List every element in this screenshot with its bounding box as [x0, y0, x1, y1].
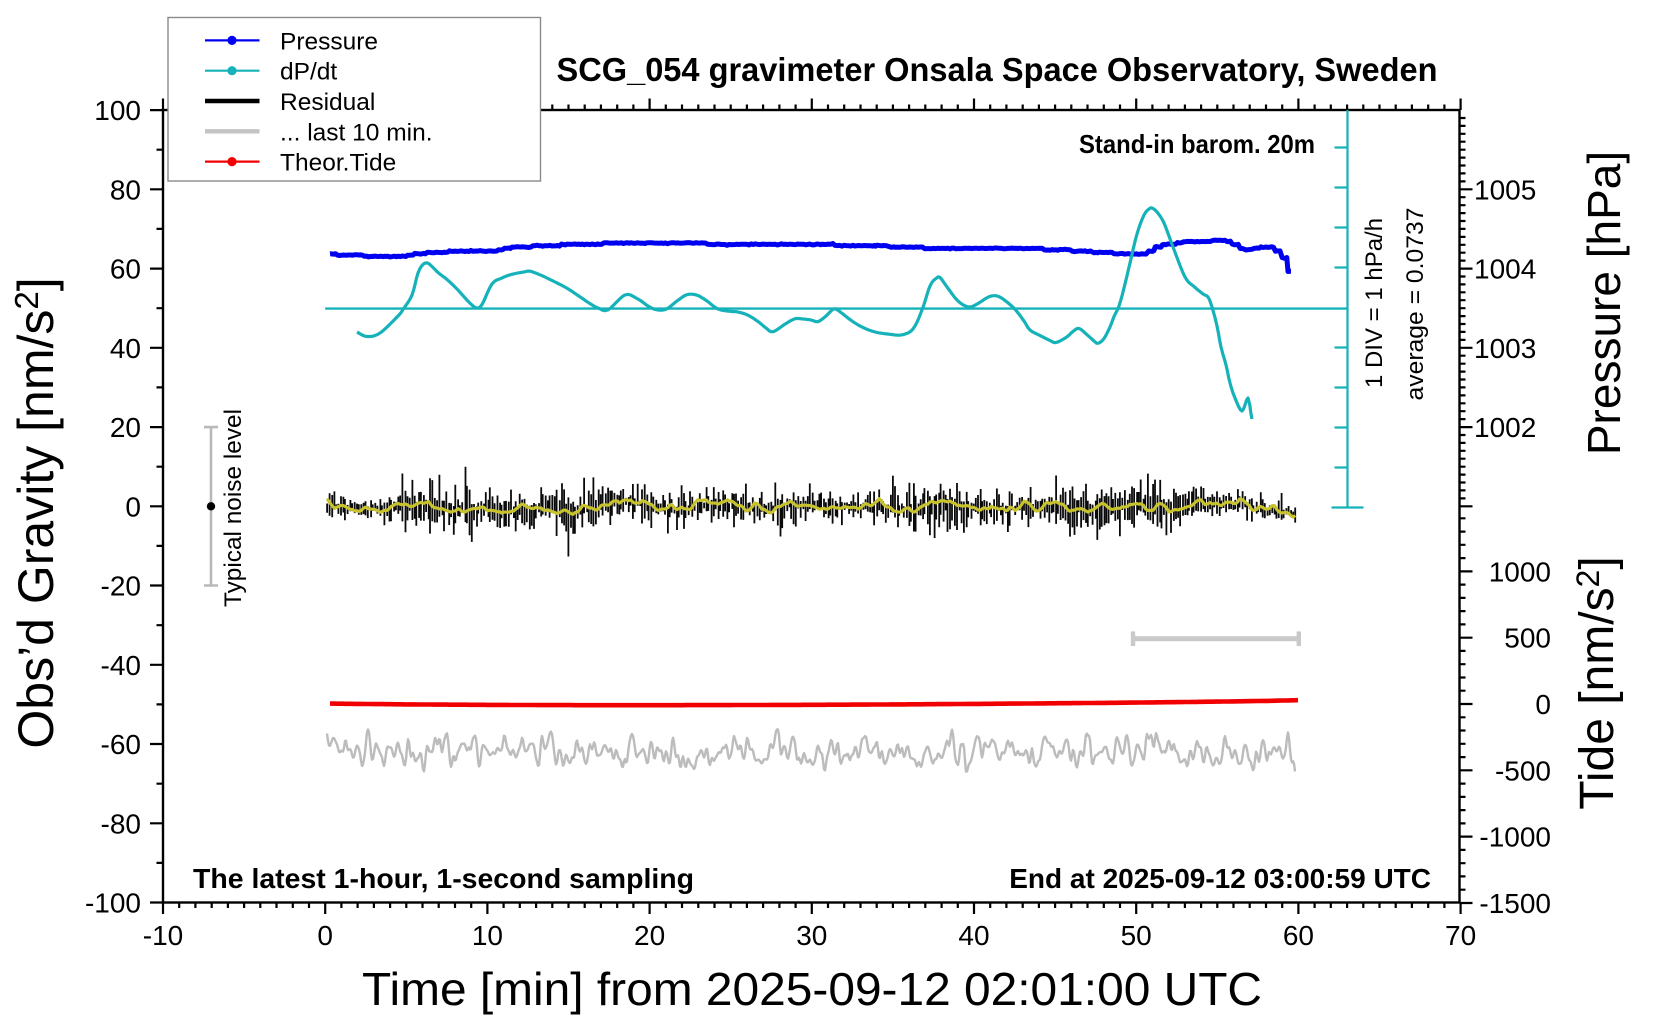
- svg-text:0: 0: [1535, 689, 1551, 720]
- svg-text:100: 100: [94, 95, 141, 126]
- svg-text:1003: 1003: [1474, 333, 1536, 364]
- svg-text:60: 60: [1283, 920, 1314, 951]
- svg-text:dP/dt: dP/dt: [280, 59, 337, 86]
- svg-text:-40: -40: [101, 650, 141, 681]
- svg-text:Residual: Residual: [280, 89, 375, 116]
- svg-text:Obs’d Gravity [nm/s2]: Obs’d Gravity [nm/s2]: [8, 277, 64, 748]
- svg-text:Theor.Tide: Theor.Tide: [280, 150, 396, 177]
- svg-text:10: 10: [472, 920, 503, 951]
- svg-text:1 DIV = 1 hPa/h: 1 DIV = 1 hPa/h: [1361, 218, 1388, 388]
- svg-text:-1500: -1500: [1479, 888, 1551, 919]
- svg-text:30: 30: [796, 920, 827, 951]
- svg-text:Pressure [hPa]: Pressure [hPa]: [1578, 151, 1630, 455]
- svg-text:70: 70: [1445, 920, 1476, 951]
- svg-text:-100: -100: [85, 888, 141, 919]
- svg-text:50: 50: [1121, 920, 1152, 951]
- svg-text:SCG_054 gravimeter Onsala Spac: SCG_054 gravimeter Onsala Space Observat…: [557, 51, 1438, 88]
- svg-text:1000: 1000: [1489, 556, 1551, 587]
- svg-text:Typical noise level: Typical noise level: [220, 409, 247, 607]
- svg-text:Time [min] from 2025-09-12 02:: Time [min] from 2025-09-12 02:01:00 UTC: [362, 963, 1262, 1015]
- svg-text:20: 20: [110, 412, 141, 443]
- svg-text:60: 60: [110, 254, 141, 285]
- svg-text:80: 80: [110, 174, 141, 205]
- svg-text:Pressure: Pressure: [280, 28, 378, 55]
- svg-text:0: 0: [317, 920, 333, 951]
- svg-text:The latest 1-hour, 1-second sa: The latest 1-hour, 1-second sampling: [193, 863, 694, 894]
- svg-text:20: 20: [634, 920, 665, 951]
- svg-text:1004: 1004: [1474, 254, 1536, 285]
- svg-text:average = 0.0737: average = 0.0737: [1402, 208, 1429, 401]
- svg-text:-1000: -1000: [1479, 822, 1551, 853]
- svg-text:1005: 1005: [1474, 174, 1536, 205]
- svg-text:-10: -10: [143, 920, 183, 951]
- svg-text:-500: -500: [1495, 755, 1551, 786]
- svg-text:1002: 1002: [1474, 412, 1536, 443]
- svg-text:... last 10 min.: ... last 10 min.: [280, 119, 433, 146]
- svg-text:0: 0: [125, 491, 141, 522]
- svg-text:40: 40: [110, 333, 141, 364]
- svg-text:-60: -60: [101, 729, 141, 760]
- svg-text:Tide [nm/s2]: Tide [nm/s2]: [1570, 556, 1624, 809]
- svg-text:-20: -20: [101, 571, 141, 602]
- svg-text:Stand-in barom. 20m: Stand-in barom. 20m: [1079, 129, 1315, 159]
- svg-text:-80: -80: [101, 808, 141, 839]
- svg-text:40: 40: [958, 920, 989, 951]
- svg-text:End at 2025-09-12 03:00:59 UTC: End at 2025-09-12 03:00:59 UTC: [1009, 863, 1431, 894]
- svg-text:500: 500: [1504, 623, 1551, 654]
